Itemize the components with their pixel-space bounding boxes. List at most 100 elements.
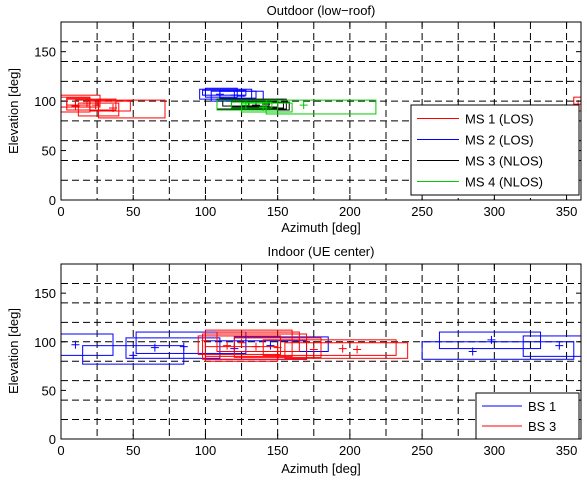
axis-ticks: 0 50 100 150 200 250 300 350 0 50 100 150: [34, 22, 581, 219]
spread-box: [125, 337, 221, 359]
y-tick-label: 100: [34, 335, 56, 350]
legend-item: MS 2 (LOS): [417, 133, 534, 148]
x-tick-label: 250: [411, 443, 433, 458]
data-point: [273, 343, 282, 352]
x-tick-label: 300: [483, 443, 505, 458]
legend: BS 1 BS 3: [475, 392, 580, 440]
spread-box: [202, 333, 308, 360]
x-tick-label: 200: [339, 204, 361, 219]
series-layer: [61, 329, 581, 365]
spread-box: [284, 342, 409, 359]
x-axis-label: Azimuth [deg]: [281, 461, 361, 476]
legend-label: MS 4 (NLOS): [465, 175, 543, 190]
y-tick-label: 100: [34, 94, 56, 109]
plot-frame: [60, 21, 582, 201]
legend-item: MS 1 (LOS): [417, 112, 534, 127]
legend-item: BS 3: [482, 419, 556, 434]
data-point: [109, 104, 117, 113]
spread-box: [135, 331, 247, 354]
spread-box: [216, 99, 279, 111]
data-point: [252, 342, 260, 351]
series-bs-3: [197, 329, 409, 362]
indoor-chart-panel: 0 50 100 150 200 250 300 350 0 50 100 150 Indoor (U…: [6, 244, 582, 476]
data-point: [487, 335, 496, 344]
x-tick-label: 0: [57, 204, 64, 219]
y-axis-label: Elevation [deg]: [6, 68, 21, 154]
x-tick-label: 0: [57, 443, 64, 458]
legend-item: BS 1: [482, 399, 556, 414]
legend-label: BS 1: [528, 399, 556, 414]
spread-box: [66, 97, 91, 106]
data-point: [91, 101, 100, 110]
x-axis-label: Azimuth [deg]: [281, 220, 361, 235]
data-point: [201, 336, 210, 345]
spread-box: [522, 335, 581, 357]
spread-box: [216, 331, 300, 352]
x-tick-label: 100: [195, 204, 217, 219]
y-tick-label: 0: [49, 432, 56, 447]
data-point: [299, 101, 308, 110]
y-tick-label: 50: [42, 144, 56, 159]
legend: MS 1 (LOS) MS 2 (LOS) MS 3 (NLOS) MS 4 (NLO…: [410, 104, 580, 196]
legend-label: MS 3 (NLOS): [465, 154, 543, 169]
x-tick-label: 50: [126, 204, 140, 219]
spread-box: [197, 335, 282, 355]
outdoor-chart-panel: 0 50 100 150 200 250 300 350 0 50 100 150 Outdoor (…: [6, 3, 582, 235]
data-point: [215, 90, 224, 99]
axis-ticks: 0 50 100 150 200 250 300 350 0 50 100 150: [34, 264, 581, 458]
y-tick-label: 0: [49, 193, 56, 208]
spread-box: [230, 101, 273, 109]
y-tick-label: 150: [34, 45, 56, 60]
data-point: [179, 342, 188, 351]
spread-box: [204, 87, 238, 98]
data-point: [223, 341, 232, 350]
data-point: [230, 91, 239, 100]
spread-box: [438, 331, 542, 350]
data-point: [353, 345, 362, 354]
x-tick-label: 100: [195, 443, 217, 458]
legend-item: MS 3 (NLOS): [417, 154, 543, 169]
data-point: [71, 340, 80, 349]
data-point: [259, 103, 268, 112]
spread-box: [202, 89, 247, 96]
y-axis-label: Elevation [deg]: [6, 308, 21, 394]
data-point: [241, 101, 250, 110]
data-point: [150, 343, 159, 352]
x-tick-label: 350: [556, 204, 578, 219]
series-ms-2-los: [199, 87, 264, 102]
x-tick-label: 350: [556, 443, 578, 458]
data-point: [338, 344, 347, 353]
legend-label: MS 1 (LOS): [465, 112, 534, 127]
data-point: [555, 341, 564, 350]
data-point: [237, 338, 246, 347]
spread-box: [262, 339, 397, 356]
legend-label: MS 2 (LOS): [465, 133, 534, 148]
data-point: [468, 347, 477, 356]
y-tick-label: 150: [34, 286, 56, 301]
chart-title: Outdoor (low−roof): [267, 3, 376, 18]
x-tick-label: 200: [339, 443, 361, 458]
series-ms-4-nlos: [216, 99, 377, 115]
spread-box: [98, 99, 166, 119]
data-point: [83, 99, 91, 108]
spread-box: [61, 333, 114, 356]
data-point: [129, 351, 138, 360]
x-tick-label: 50: [126, 443, 140, 458]
x-tick-label: 300: [483, 204, 505, 219]
spread-box: [89, 100, 131, 112]
legend-box: [410, 104, 580, 196]
legend-item: MS 4 (NLOS): [417, 175, 543, 190]
y-tick-label: 50: [42, 383, 56, 398]
spread-box: [82, 345, 185, 365]
data-point: [266, 341, 275, 350]
legend-label: BS 3: [528, 419, 556, 434]
data-point: [71, 102, 80, 111]
data-point: [309, 345, 318, 354]
x-tick-label: 250: [411, 204, 433, 219]
x-tick-label: 150: [267, 443, 289, 458]
spread-box: [421, 341, 575, 360]
plot-frame: [60, 263, 582, 440]
chart-title: Indoor (UE center): [268, 244, 375, 259]
legend-box: [475, 392, 580, 440]
